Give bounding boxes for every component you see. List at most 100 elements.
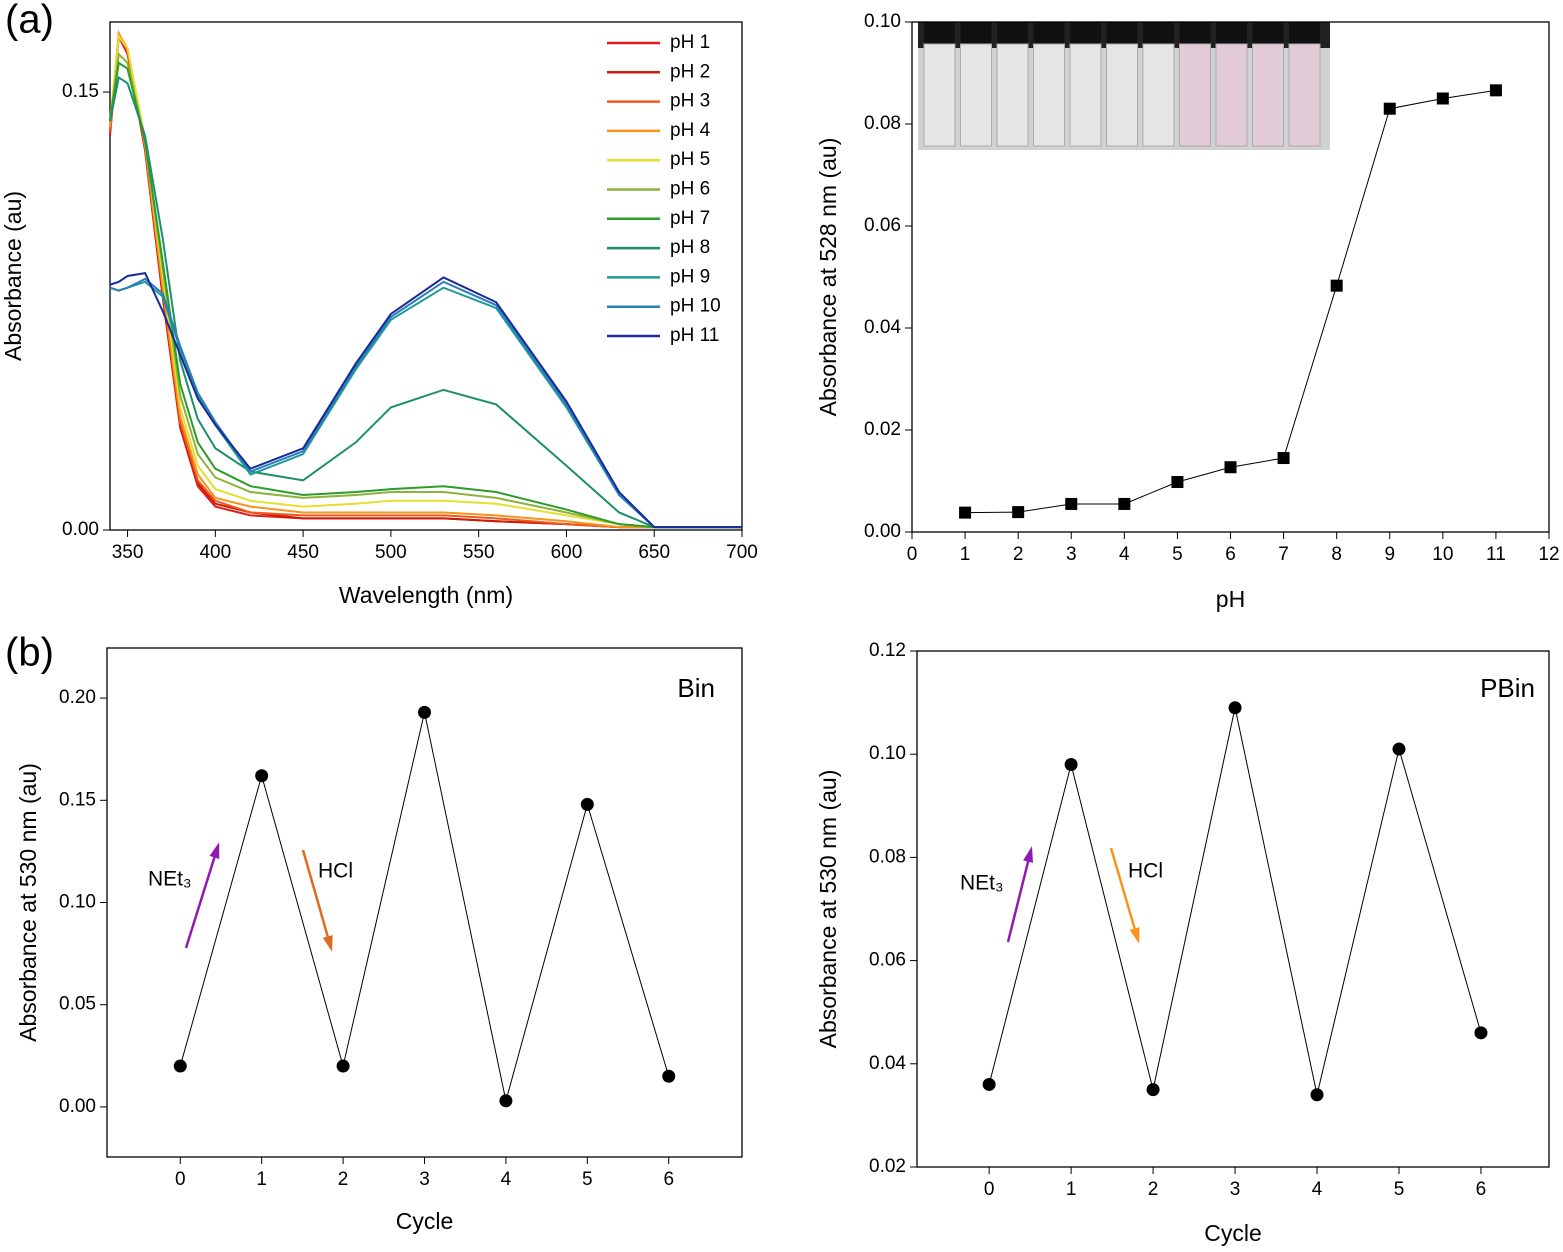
spectrum-line [109,75,742,529]
x-axis-label: Cycle [396,1208,454,1234]
x-tick-label: 350 [112,542,144,563]
y-axis-label: Absorbance at 528 nm (au) [815,138,841,417]
y-tick-label: 0.02 [869,1156,906,1177]
x-tick-label: 10 [1432,544,1453,565]
legend-label: pH 4 [670,120,711,141]
y-tick-label: 0.02 [864,419,901,440]
x-tick-label: 2 [1013,544,1024,565]
y-axis-label: Absorbance at 530 nm (au) [15,763,41,1042]
vial [1215,43,1248,147]
x-tick-label: 9 [1384,544,1395,565]
x-axis-label: Wavelength (nm) [339,582,513,608]
vial [996,43,1029,147]
y-tick-label: 0.12 [869,640,906,661]
y-tick-label: 0.10 [869,743,906,764]
y-tick-label: 0.05 [59,994,96,1015]
x-tick-label: 12 [1538,544,1559,565]
marker [580,797,594,811]
marker [1474,1026,1488,1040]
marker [1118,497,1131,510]
x-tick-label: 500 [375,542,407,563]
x-tick-label: 5 [1394,1179,1405,1200]
annotation: HCl [318,860,353,883]
x-tick-label: 1 [960,544,971,565]
vial [960,43,992,147]
marker [1064,758,1078,772]
vial [1142,43,1175,147]
spectrum-line [109,61,742,529]
y-tick-label: 0.06 [869,950,906,971]
x-tick-label: 11 [1486,544,1506,565]
legend-label: pH 2 [670,61,710,82]
data-line [988,707,1482,1095]
x-tick-label: 5 [1172,544,1183,565]
x-tick-label: 3 [1066,544,1077,565]
marker [1383,102,1396,115]
marker [959,506,972,519]
panel-label: (a) [5,0,54,42]
panel: 0 1 2 3 4 5 6 0.02 0.04 0.06 0.08 0.10 0.12 Cycle Abso… [815,640,1550,1246]
marker [1392,742,1406,756]
plot-frame [916,650,1550,1168]
x-tick-label: 2 [1148,1179,1159,1200]
panel: 0 1 2 3 4 5 6 7 8 9 10 11 120.000.020.040.060.080.10… [815,11,1559,612]
legend-label: pH 9 [670,266,710,287]
arrow-head [209,842,220,859]
x-tick-label: 450 [287,542,319,563]
x-tick-label: 7 [1278,544,1289,565]
legend-label: pH 11 [670,325,719,346]
x-tick-label: 0 [175,1169,186,1190]
x-tick-label: 8 [1331,544,1342,565]
annotation: Bin [677,673,715,703]
spectrum-line [109,271,742,529]
x-tick-label: 1 [1066,1179,1077,1200]
marker [1277,452,1290,465]
x-tick-label: 4 [501,1169,512,1190]
vial-cap [960,22,992,44]
legend-label: pH 8 [670,237,710,258]
vial-cap [1252,22,1284,44]
vial-cap [1179,22,1211,44]
legend-label: pH 3 [670,91,710,112]
marker [499,1094,513,1108]
legend-label: pH 10 [670,296,721,317]
legend-label: pH 7 [670,208,710,229]
y-tick-label: 0.00 [62,519,99,540]
vial [1288,43,1321,147]
arrow-head [1023,846,1034,863]
x-tick-label: 3 [1230,1179,1241,1200]
marker [1171,476,1184,489]
x-tick-label: 2 [338,1169,349,1190]
marker [982,1077,996,1091]
x-tick-label: 650 [638,542,670,563]
panel: (a) 350 400 450 500 550 600 650 700 0.00 0.15 Wavel… [0,0,758,608]
x-tick-label: 6 [663,1169,674,1190]
x-tick-label: 3 [419,1169,430,1190]
y-tick-label: 0.00 [59,1096,96,1117]
vial-cap [1143,22,1174,44]
vial-cap [1106,22,1138,44]
vial-cap [997,22,1028,44]
marker [1436,92,1449,105]
vial [1106,43,1138,147]
plot-frame [106,647,743,1158]
marker [336,1059,350,1073]
marker [1310,1088,1324,1102]
y-tick-label: 0.10 [864,11,901,32]
y-tick-label: 0.04 [864,317,901,338]
x-tick-label: 6 [1225,544,1236,565]
x-tick-label: 6 [1476,1179,1487,1200]
y-tick-label: 0.20 [59,687,96,708]
data-line [965,89,1496,514]
y-tick-label: 0.10 [59,892,96,913]
y-tick-label: 0.06 [864,215,901,236]
marker [1489,84,1502,97]
arrow-shaft [301,849,333,949]
x-tick-label: 700 [726,542,758,563]
x-tick-label: 0 [984,1179,995,1200]
annotation: HCl [1128,860,1163,883]
marker [1224,461,1237,474]
y-tick-label: 0.15 [62,81,99,102]
data-line [179,712,670,1101]
marker [662,1069,676,1083]
